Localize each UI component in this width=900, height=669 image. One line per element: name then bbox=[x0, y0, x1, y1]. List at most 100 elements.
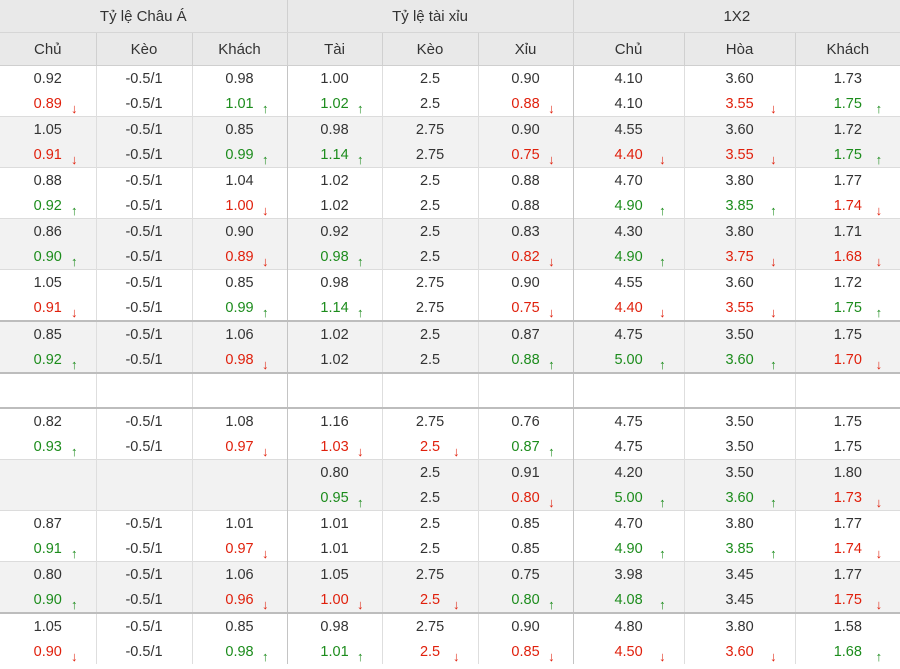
odds-value: 0.97 bbox=[225, 438, 254, 455]
odds-cell: 1.73 bbox=[795, 65, 900, 91]
odds-value: 1.05 bbox=[320, 566, 349, 583]
odds-cell-content: 2.5 bbox=[383, 96, 478, 112]
odds-value: 5.00 bbox=[614, 351, 643, 368]
odds-cell-content: 5.00 ↑ bbox=[574, 351, 684, 372]
odds-cell: 0.86 bbox=[0, 218, 97, 244]
odds-cell-content: 1.02 bbox=[288, 173, 382, 189]
odds-cell-content: 1.75 ↑ bbox=[796, 95, 900, 116]
odds-cell: 0.91 ↓ bbox=[0, 295, 97, 321]
odds-cell-content: 1.73 ↓ bbox=[796, 490, 900, 510]
odds-value: 3.45 bbox=[725, 566, 754, 583]
odds-value: 2.75 bbox=[415, 566, 445, 583]
odds-cell-content: 1.73 bbox=[796, 71, 900, 87]
odds-row-opening: 0.82 -0.5/1 1.08 1.16 2.75 0.76 4.75 3.50 1.75 bbox=[0, 407, 900, 434]
odds-cell: 4.75 bbox=[573, 320, 685, 347]
odds-cell: -0.5/1 bbox=[96, 434, 193, 460]
odds-cell-content: 0.93 ↑ bbox=[0, 439, 96, 459]
odds-cell: 4.55 bbox=[573, 116, 685, 142]
odds-cell: -0.5/1 bbox=[96, 269, 193, 295]
odds-cell: 0.90 bbox=[478, 65, 574, 91]
odds-value: 1.08 bbox=[225, 413, 254, 430]
odds-cell-content: 1.08 bbox=[193, 414, 287, 430]
group-over-under: Tỷ lệ tài xỉu bbox=[287, 0, 574, 33]
odds-value: 1.70 bbox=[833, 351, 862, 368]
arrow-down-icon: ↓ bbox=[770, 151, 777, 167]
arrow-down-icon: ↓ bbox=[357, 443, 364, 459]
odds-value: 3.80 bbox=[725, 618, 754, 635]
odds-value: 3.85 bbox=[725, 540, 754, 557]
arrow-up-icon: ↑ bbox=[71, 356, 78, 372]
odds-cell: 2.75 bbox=[382, 269, 479, 295]
odds-cell-content: 1.02 bbox=[288, 198, 382, 214]
odds-cell: 0.97 ↓ bbox=[192, 536, 288, 562]
odds-value: 1.02 bbox=[320, 95, 349, 112]
odds-cell-content: 0.98 ↑ bbox=[193, 644, 287, 664]
odds-value: 1.00 bbox=[225, 197, 254, 214]
odds-value: 0.85 bbox=[225, 274, 254, 291]
odds-cell: -0.5/1 bbox=[96, 167, 193, 193]
odds-cell-content: -0.5/1 bbox=[97, 249, 192, 265]
odds-cell-content: 3.45 bbox=[685, 567, 795, 583]
odds-cell-content: 0.85 bbox=[193, 275, 287, 291]
odds-value: 3.80 bbox=[725, 172, 754, 189]
arrow-down-icon: ↓ bbox=[770, 100, 777, 116]
odds-value: -0.5/1 bbox=[125, 248, 163, 265]
arrow-up-icon: ↑ bbox=[357, 304, 364, 320]
odds-cell: 2.75 bbox=[382, 561, 479, 587]
odds-cell: 0.85 bbox=[192, 612, 288, 639]
odds-cell: 0.98 bbox=[287, 612, 383, 639]
odds-value: 2.5 bbox=[419, 489, 441, 506]
odds-cell: 0.90 bbox=[478, 116, 574, 142]
odds-cell-content: 4.70 bbox=[574, 173, 684, 189]
odds-cell: 0.80 ↑ bbox=[478, 587, 574, 613]
odds-cell-content: 4.10 bbox=[574, 96, 684, 112]
arrow-down-icon: ↓ bbox=[875, 545, 883, 561]
odds-cell-content: 0.76 bbox=[479, 414, 573, 430]
odds-value: 4.40 bbox=[614, 146, 643, 163]
odds-cell: 2.5 bbox=[382, 91, 479, 117]
odds-cell: 0.76 bbox=[478, 407, 574, 434]
odds-value: 0.98 bbox=[225, 351, 254, 368]
odds-cell-content: -0.5/1 bbox=[97, 439, 192, 455]
odds-value: 2.75 bbox=[415, 299, 445, 316]
odds-value: 1.77 bbox=[833, 566, 862, 583]
odds-cell: 1.70 ↓ bbox=[795, 347, 900, 373]
odds-value: 2.5 bbox=[419, 540, 441, 557]
odds-cell-content: 5.00 ↑ bbox=[574, 490, 684, 510]
odds-cell-content: 4.55 bbox=[574, 275, 684, 291]
odds-cell: 0.82 bbox=[0, 407, 97, 434]
odds-cell-content: 0.89 ↓ bbox=[193, 249, 287, 269]
odds-cell: 0.87 bbox=[478, 320, 574, 347]
odds-cell: 1.04 bbox=[192, 167, 288, 193]
odds-cell: 1.73 ↓ bbox=[795, 485, 900, 511]
odds-cell-content: 2.5 bbox=[383, 224, 478, 240]
odds-value: -0.5/1 bbox=[125, 299, 163, 316]
odds-cell-content: 0.98 bbox=[193, 71, 287, 87]
odds-value: 0.91 bbox=[33, 299, 62, 316]
odds-cell: 0.98 ↓ bbox=[192, 347, 288, 373]
odds-cell-content: -0.5/1 bbox=[97, 224, 192, 240]
odds-cell-content: 1.14 ↑ bbox=[288, 147, 382, 167]
odds-cell: 1.74 ↓ bbox=[795, 193, 900, 219]
odds-value: 2.75 bbox=[415, 413, 445, 430]
odds-cell: 4.10 bbox=[573, 91, 685, 117]
odds-cell bbox=[0, 459, 97, 485]
arrow-down-icon: ↓ bbox=[875, 494, 883, 510]
odds-value: 4.55 bbox=[614, 121, 643, 138]
odds-cell-content: -0.5/1 bbox=[97, 300, 192, 316]
arrow-up-icon: ↑ bbox=[659, 545, 666, 561]
arrow-down-icon: ↓ bbox=[262, 545, 269, 561]
odds-cell-content: 3.80 bbox=[685, 619, 795, 635]
odds-value: 3.80 bbox=[725, 515, 754, 532]
odds-cell: 1.72 bbox=[795, 269, 900, 295]
odds-cell: 1.01 ↑ bbox=[287, 639, 383, 664]
odds-cell-content: 0.91 ↑ bbox=[0, 541, 96, 561]
odds-cell-content: 3.98 bbox=[574, 567, 684, 583]
odds-cell: 2.5 bbox=[382, 65, 479, 91]
odds-value: 0.99 bbox=[225, 299, 254, 316]
odds-cell-content: 3.85 ↑ bbox=[685, 198, 795, 218]
odds-cell: 0.85 bbox=[478, 536, 574, 562]
odds-cell-content: 0.82 bbox=[0, 414, 96, 430]
odds-value: 1.75 bbox=[833, 95, 862, 112]
odds-cell-content: 3.85 ↑ bbox=[685, 540, 795, 561]
